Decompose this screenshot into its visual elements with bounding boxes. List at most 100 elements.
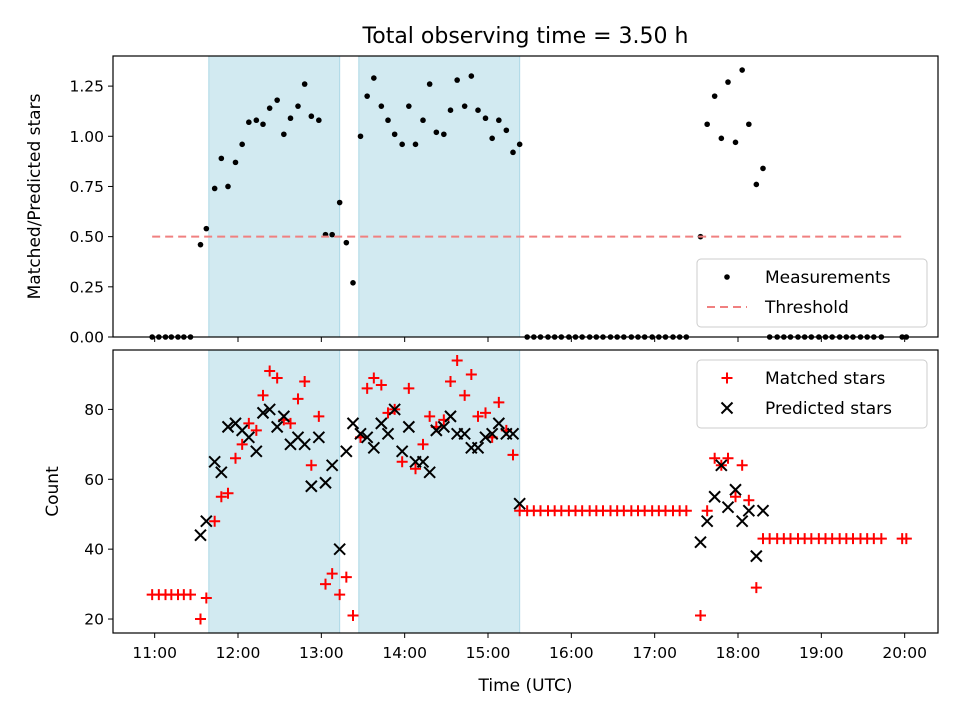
predicted-star-point	[395, 445, 409, 458]
predicted-star-point	[423, 466, 436, 479]
predicted-star-point	[312, 431, 326, 444]
matched-star-point	[334, 589, 346, 601]
predicted-star-point	[305, 480, 318, 493]
y-tick-label: 0.50	[69, 228, 104, 246]
matched-star-point	[417, 438, 429, 450]
ratio-axes-frame	[112, 55, 939, 338]
matched-star-point	[507, 449, 519, 461]
predicted-star-point	[708, 490, 721, 503]
observing-windows-bottom	[208, 349, 521, 634]
matched-star-point	[320, 578, 331, 590]
x-tick-label: 18:00	[716, 644, 761, 662]
measurement-point	[461, 103, 468, 109]
matched-star-point	[900, 533, 912, 545]
legend-box	[696, 359, 928, 429]
predicted-star-point	[430, 424, 443, 437]
count-series	[146, 354, 912, 625]
predicted-star-point	[354, 427, 367, 441]
predicted-star-point	[360, 431, 374, 444]
matched-star-point	[200, 592, 212, 604]
matched-star-point	[480, 407, 491, 419]
predicted-star-point	[492, 417, 506, 430]
measurement-point	[475, 107, 481, 113]
matched-star-point	[451, 354, 463, 366]
measurement-point	[197, 241, 204, 248]
measurement-point	[281, 131, 287, 138]
matched-star-point	[340, 571, 352, 583]
legend-marker-swatch	[724, 274, 730, 280]
measurement-point	[211, 185, 218, 192]
count-panel: 11:00 12:00 13:00 14:00 15:00 16:00 17:00 18:00…	[43, 349, 939, 696]
observing-window-band	[208, 349, 341, 634]
measurement-point	[301, 81, 308, 87]
predicted-star-point	[458, 427, 471, 441]
predicted-star-point	[277, 410, 291, 423]
matched-star-point	[250, 424, 262, 436]
measurement-point	[420, 117, 426, 124]
matched-star-point	[736, 459, 748, 471]
predicted-star-point	[250, 445, 263, 458]
measurement-point	[266, 105, 273, 111]
matched-star-point	[424, 410, 436, 422]
measurement-point	[711, 93, 718, 99]
matched-star-point	[236, 438, 248, 450]
matched-star-point	[222, 487, 234, 499]
observing-window-band	[358, 55, 521, 338]
measurement-point	[399, 141, 405, 148]
predicted-star-point	[756, 504, 770, 517]
x-tick-label: 16:00	[549, 644, 594, 662]
observing-window-band	[208, 55, 341, 338]
predicted-star-point	[471, 441, 485, 455]
measurement-point	[704, 121, 710, 128]
measurement-point	[295, 103, 301, 109]
predicted-star-point	[721, 501, 735, 514]
measurement-point	[378, 103, 385, 109]
count-x-ticks: 11:00 12:00 13:00 14:00 15:00 16:00 17:00 18:00…	[132, 633, 927, 662]
measurement-point	[357, 133, 364, 140]
observing-windows-top	[208, 55, 521, 338]
x-tick-label: 14:00	[382, 644, 427, 662]
count-axes-frame	[112, 349, 939, 634]
matched-star-point	[285, 417, 296, 429]
predicted-star-point	[485, 427, 499, 441]
measurement-point	[489, 135, 495, 142]
measurement-point	[718, 135, 725, 142]
measurement-point	[246, 119, 252, 126]
measurement-point	[385, 117, 391, 124]
matched-star-point	[709, 452, 721, 464]
measurement-point	[739, 67, 745, 73]
legend-marker-swatch	[720, 401, 734, 415]
predicted-star-point	[263, 403, 276, 416]
x-tick-label: 15:00	[466, 644, 511, 662]
measurement-point	[496, 117, 502, 124]
y-tick-label: 60	[84, 471, 104, 489]
matched-star-point	[271, 372, 283, 384]
matched-star-point	[264, 365, 276, 377]
y-tick-label: 0.00	[69, 329, 104, 347]
measurement-point	[753, 181, 760, 188]
measurement-point	[510, 149, 516, 156]
measurement-point	[308, 113, 315, 120]
legend-marker-swatch	[721, 372, 733, 384]
x-tick-label: 20:00	[882, 644, 927, 662]
legend-box	[696, 258, 928, 328]
measurement-point	[260, 121, 266, 128]
matched-star-point	[257, 389, 269, 401]
matched-star-point	[750, 582, 762, 594]
predicted-star-point	[700, 514, 714, 528]
predicted-star-point	[694, 535, 707, 549]
y-tick-label: 0.25	[69, 278, 104, 296]
predicted-star-point	[479, 431, 492, 444]
y-tick-label: 40	[84, 541, 104, 559]
measurement-point	[447, 107, 454, 113]
predicted-star-point	[346, 417, 360, 430]
predicted-star-point	[340, 445, 353, 458]
x-tick-label: 12:00	[216, 644, 261, 662]
matched-star-point	[465, 368, 477, 380]
legend-entry-label: Predicted stars	[765, 399, 892, 419]
measurement-point	[406, 103, 412, 109]
predicted-star-point	[319, 476, 332, 489]
legend-entry-label: Threshold	[764, 298, 849, 318]
matched-star-point	[185, 589, 196, 601]
